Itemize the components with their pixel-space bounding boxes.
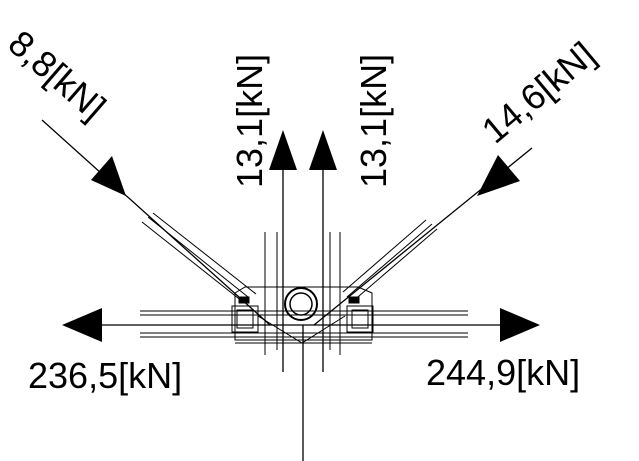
label-top-right-diagonal: 14,6[kN] [474,34,603,152]
diagonal-left-force-line [41,119,271,326]
right-diagonal-member-2 [346,223,433,298]
right-diagonal-member-1 [351,228,438,303]
arrowhead-diagonal-right [477,155,520,196]
connection-detail [140,212,468,355]
left-diagonal-member-3 [152,212,257,295]
connector-block-left-inner [236,309,254,329]
arrowhead-diagonal-left [91,156,126,196]
left-diagonal-member-2 [147,216,249,298]
right-diagonal-member-3 [342,219,427,293]
inner-v-plate [257,315,346,344]
arrowhead-horizontal-left [62,308,102,342]
arrowhead-vertical-left [269,130,297,170]
arrowhead-vertical-right [309,130,337,170]
label-horizontal-left: 236,5[kN] [28,355,182,396]
bolt-left [238,296,250,304]
label-top-left-diagonal: 8,8[kN] [1,22,114,128]
pin-inner-circle [289,292,313,316]
arrowheads [62,130,540,342]
left-diagonal-member-1 [141,221,244,303]
pin-outer-circle [284,287,318,321]
connector-block-left [231,305,259,333]
connector-block-right [346,305,374,333]
gusset-plate-outline [234,286,373,341]
label-vertical-right: 13,1[kN] [353,54,394,188]
connector-block-right-inner [351,309,369,329]
bolt-right [348,296,360,304]
label-horizontal-right: 244,9[kN] [426,352,580,393]
label-vertical-left: 13,1[kN] [229,54,270,188]
arrowhead-horizontal-right [500,308,540,342]
